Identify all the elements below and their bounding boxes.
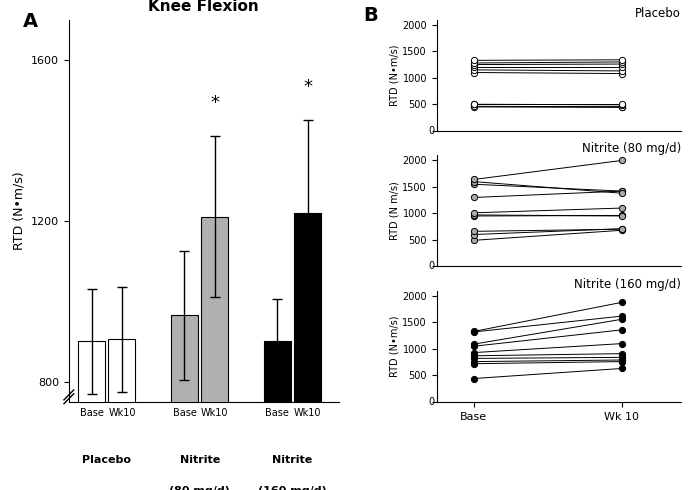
Text: *: * [211,94,219,112]
Text: 0: 0 [428,126,434,136]
Bar [202,217,228,490]
Text: Placebo: Placebo [635,6,681,20]
Bar [109,340,136,490]
Text: B: B [363,6,378,25]
Text: Nitrite (80 mg/d): Nitrite (80 mg/d) [582,142,681,155]
Y-axis label: RTD (N m/s): RTD (N m/s) [389,181,400,240]
Text: Placebo: Placebo [83,455,131,466]
Text: Nitrite (160 mg/d): Nitrite (160 mg/d) [574,278,681,291]
Text: (80 mg/d): (80 mg/d) [169,486,230,490]
Text: 0: 0 [428,397,434,407]
Text: A: A [23,12,38,31]
Bar [264,342,291,490]
Bar [171,315,198,490]
Y-axis label: RTD (N•m/s): RTD (N•m/s) [12,172,25,250]
Y-axis label: RTD (N•m/s): RTD (N•m/s) [389,316,400,377]
Y-axis label: RTD (N•m/s): RTD (N•m/s) [389,45,400,106]
Text: Nitrite: Nitrite [272,455,312,466]
Text: 0: 0 [428,261,434,271]
Title: Knee Flexion: Knee Flexion [149,0,259,14]
Text: *: * [303,78,312,96]
Text: (160 mg/d): (160 mg/d) [258,486,327,490]
Bar [78,342,105,490]
Bar [294,213,321,490]
Text: Nitrite: Nitrite [180,455,219,466]
